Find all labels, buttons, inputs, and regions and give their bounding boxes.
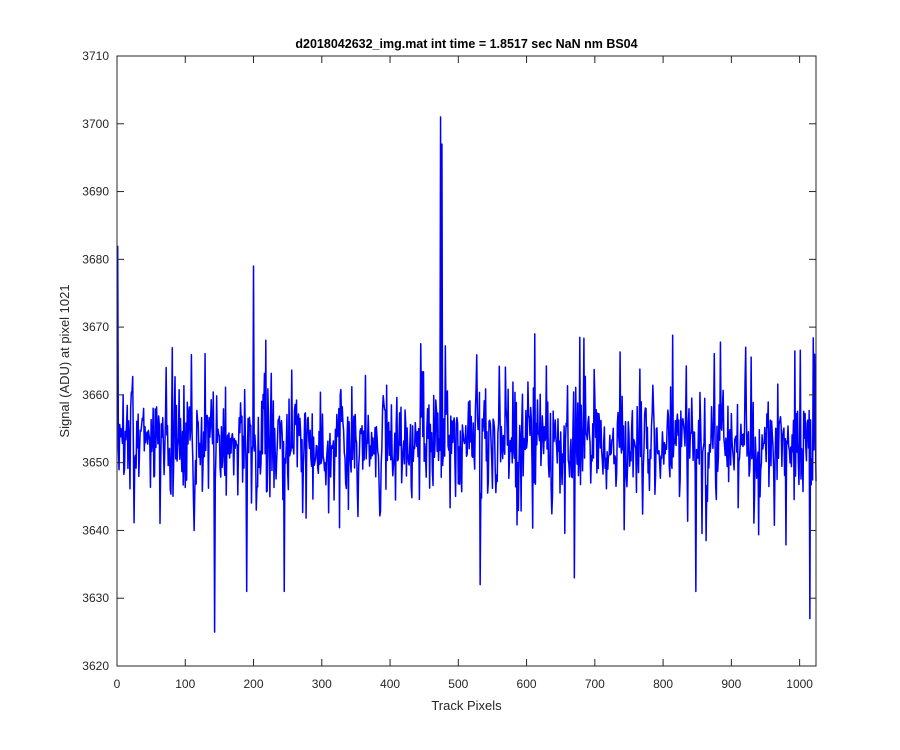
x-tick-label: 700 [585,677,605,691]
y-tick-label: 3650 [82,456,109,470]
y-tick-label: 3690 [82,185,109,199]
y-axis-label: Signal (ADU) at pixel 1021 [57,284,72,437]
x-tick-label: 900 [721,677,741,691]
y-tick-label: 3630 [82,591,109,605]
series-line [116,116,817,633]
x-axis-label: Track Pixels [431,698,502,713]
y-tick-label: 3670 [82,320,109,334]
chart-title: d2018042632_img.mat int time = 1.8517 se… [295,37,637,51]
x-tick-label: 500 [448,677,468,691]
x-tick-label: 300 [312,677,332,691]
x-tick-label: 600 [517,677,537,691]
series-layer [116,116,817,633]
y-tick-label: 3710 [82,49,109,63]
x-tick-label: 0 [114,677,121,691]
y-tick-label: 3660 [82,388,109,402]
y-tick-label: 3680 [82,252,109,266]
x-tick-label: 800 [653,677,673,691]
y-tick-label: 3700 [82,117,109,131]
plot-area [117,56,816,666]
x-tick-label: 100 [175,677,195,691]
y-tick-label: 3640 [82,523,109,537]
y-axis: 3620 3630 3640 3650 3660 3670 3680 3690 3700 3710 [82,49,816,673]
axes-box [116,55,817,667]
x-tick-label: 200 [244,677,264,691]
y-tick-label: 3620 [82,659,109,673]
x-tick-label: 400 [380,677,400,691]
x-axis: 0 100 200 300 400 500 600 700 800 900 1000 [114,56,813,691]
x-tick-label: 1000 [786,677,813,691]
